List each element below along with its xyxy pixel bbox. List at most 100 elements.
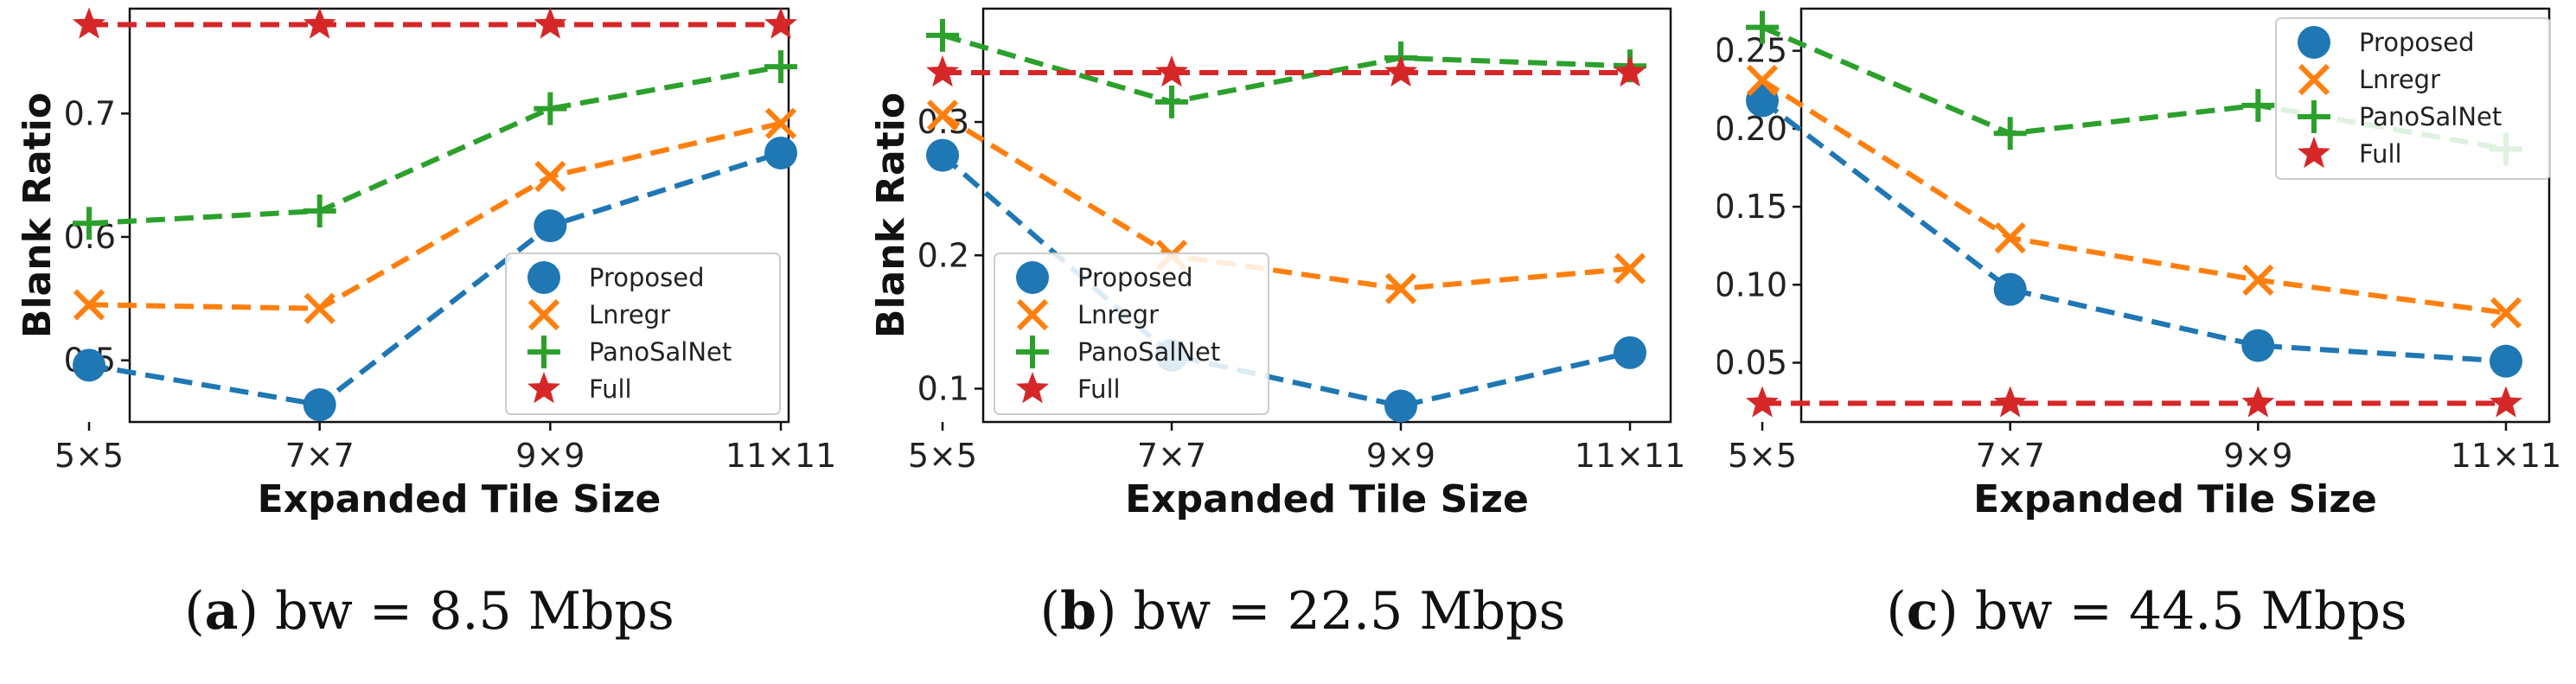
proposed-point-4 [1614, 336, 1646, 369]
proposed-line [1761, 99, 2507, 364]
series-lnregr [926, 99, 1646, 304]
caption-text: bw = 22.5 Mbps [1133, 581, 1566, 642]
legend-box [505, 253, 781, 415]
legend-label-full: Full [589, 374, 632, 404]
line-chart-c: 0.05 0.10 0.15 0.20 0.25 5×5 7×7 9×9 11×11 Expand… [1717, 7, 2562, 521]
proposed-point-2 [303, 388, 336, 422]
lnregr-line [941, 112, 1631, 291]
caption-label: a [204, 581, 239, 642]
line-chart-b: 0.1 0.2 0.3 5×5 7×7 9×9 11×11 Expanded Tile Siz… [873, 7, 1686, 521]
x-tick-label: 11×11 [2451, 437, 2562, 475]
caption-c: (c) bw = 44.5 Mbps [1886, 581, 2407, 642]
series-full [73, 7, 797, 39]
legend-marker-full [527, 372, 560, 404]
y-tick-label: 0.15 [1717, 188, 1787, 226]
x-axis-label: Expanded Tile Size [1125, 477, 1529, 521]
legend-label-panosalnet: PanoSalNet [1077, 337, 1220, 367]
legend: Proposed Lnregr PanoSalNet Full [994, 253, 1269, 415]
legend-label-panosalnet: PanoSalNet [2359, 102, 2502, 131]
legend: Proposed Lnregr PanoSalNet Full [2275, 17, 2551, 180]
y-tick-label: 0.20 [1717, 110, 1787, 148]
panosalnet-point-1 [73, 207, 105, 240]
legend-label-lnregr: Lnregr [1077, 300, 1159, 329]
full-point-4 [764, 7, 797, 39]
caption-a: (a) bw = 8.5 Mbps [184, 581, 674, 642]
full-point-2 [1155, 55, 1188, 87]
x-tick-label: 9×9 [2223, 437, 2292, 475]
chart-panel-c: 0.05 0.10 0.15 0.20 0.25 5×5 7×7 9×9 11×11 Expand… [1717, 0, 2576, 684]
lnregr-point-1 [1746, 64, 1779, 97]
x-tick-label: 7×7 [1976, 437, 2045, 475]
legend: Proposed Lnregr PanoSalNet Full [505, 253, 781, 415]
series-panosalnet [926, 18, 1646, 118]
legend-marker-lnregr [2298, 63, 2330, 96]
lnregr-point-4 [764, 107, 797, 139]
series-full [926, 55, 1646, 87]
x-tick-label: 9×9 [1366, 437, 1435, 475]
panosalnet-point-2 [1993, 117, 2027, 150]
legend-box [2275, 17, 2551, 180]
panosalnet-point-2 [1155, 85, 1188, 118]
legend-marker-panosalnet [1016, 336, 1049, 368]
chart-panel-b: 0.1 0.2 0.3 5×5 7×7 9×9 11×11 Expanded Tile Siz… [873, 0, 1732, 684]
proposed-point-1 [73, 348, 105, 382]
legend-marker-proposed [527, 261, 560, 294]
legend-label-proposed: Proposed [589, 263, 705, 292]
legend-marker-panosalnet [2298, 100, 2330, 133]
panosalnet-point-3 [2241, 88, 2275, 122]
lnregr-point-3 [534, 160, 566, 193]
plot-frame [128, 7, 790, 424]
lnregr-line [88, 120, 782, 311]
legend-marker-full [2298, 137, 2330, 169]
caption-label: c [1906, 581, 1939, 642]
panosalnet-point-1 [1746, 10, 1779, 44]
legend-label-panosalnet: PanoSalNet [589, 337, 732, 367]
proposed-point-1 [1746, 84, 1779, 118]
plot-frame [1799, 7, 2551, 424]
series-proposed [1746, 84, 2522, 378]
plot-frame [981, 7, 1672, 424]
series-full [1746, 386, 2522, 418]
x-axis-label: Expanded Tile Size [258, 477, 662, 521]
full-point-1 [1746, 386, 1779, 418]
lnregr-point-1 [926, 99, 959, 131]
full-point-2 [303, 7, 336, 39]
legend-marker-lnregr [527, 298, 560, 331]
proposed-point-3 [1384, 389, 1417, 423]
full-point-3 [1384, 55, 1417, 87]
legend-label-proposed: Proposed [1077, 263, 1193, 292]
y-axis-label: Blank Ratio [16, 93, 60, 338]
caption-label: b [1060, 581, 1096, 642]
y-axis-label: Blank Ratio [873, 93, 913, 338]
x-tick-label: 11×11 [1575, 437, 1686, 475]
legend-label-lnregr: Lnregr [2359, 65, 2440, 94]
series-proposed [73, 136, 797, 422]
lnregr-point-4 [1614, 253, 1646, 284]
caption-b: (b) bw = 22.5 Mbps [1039, 581, 1566, 642]
proposed-point-4 [764, 136, 797, 169]
x-tick-label: 7×7 [285, 437, 355, 475]
panosalnet-point-3 [534, 92, 567, 125]
panosalnet-point-2 [303, 195, 336, 228]
x-tick-label: 5×5 [54, 437, 124, 475]
legend-label-full: Full [1077, 374, 1121, 404]
full-point-4 [1614, 55, 1646, 87]
x-tick-label: 5×5 [908, 437, 977, 475]
lnregr-line [1761, 78, 2507, 316]
full-point-3 [534, 7, 567, 39]
proposed-point-3 [534, 209, 567, 243]
y-tick-label: 0.1 [917, 369, 969, 407]
y-tick-label: 0.10 [1717, 265, 1787, 304]
y-tick-label: 0.05 [1717, 343, 1787, 381]
legend-label-lnregr: Lnregr [589, 300, 670, 329]
lnregr-point-1 [73, 289, 105, 321]
legend-label-proposed: Proposed [2359, 28, 2475, 57]
panosalnet-line [942, 32, 1631, 105]
legend-marker-panosalnet [527, 336, 560, 368]
lnregr-point-3 [2242, 264, 2274, 296]
y-tick-label: 0.2 [917, 236, 969, 274]
series-panosalnet [73, 50, 797, 240]
series-lnregr [1746, 64, 2522, 329]
